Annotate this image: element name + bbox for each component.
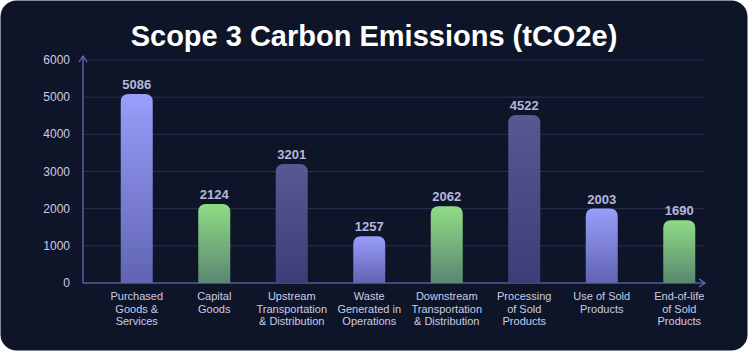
x-tick-label: WasteGenerated inOperations <box>337 290 401 327</box>
grid-line <box>83 97 705 98</box>
data-label: 2062 <box>432 189 461 204</box>
grid-line <box>83 134 705 135</box>
x-tick-label-line: Upstream <box>268 290 316 302</box>
y-axis <box>82 56 83 283</box>
data-label: 3201 <box>277 147 306 162</box>
data-label: 2124 <box>200 187 230 202</box>
bar <box>353 236 385 283</box>
x-tick-label-line: Transportation <box>411 303 482 315</box>
x-tick-label-line: of Sold <box>507 303 541 315</box>
bar <box>121 94 153 283</box>
y-tick-label: 1000 <box>43 239 70 253</box>
x-tick-label-line: Use of Sold <box>573 290 630 302</box>
grid-line <box>83 60 705 61</box>
background <box>1 1 748 351</box>
x-tick-label-line: End-of-life <box>654 290 704 302</box>
x-tick-label-line: & Distribution <box>414 315 479 327</box>
bar <box>663 220 695 283</box>
x-tick-label: DownstreamTransportation& Distribution <box>411 290 482 327</box>
bar <box>276 164 308 283</box>
bar <box>198 204 230 283</box>
y-axis-arrow <box>79 56 87 62</box>
x-tick-label-line: Products <box>658 315 702 327</box>
x-tick-label-line: Capital <box>197 290 231 302</box>
x-tick-label: Use of SoldProducts <box>573 290 630 315</box>
x-tick-label-line: Services <box>116 315 159 327</box>
x-tick-label: CapitalGoods <box>197 290 231 315</box>
y-tick-label: 0 <box>63 276 70 290</box>
x-tick-label-line: Goods <box>198 303 231 315</box>
x-axis-arrow <box>699 279 705 287</box>
x-tick-label-line: & Distribution <box>259 315 324 327</box>
data-label: 1257 <box>355 219 384 234</box>
x-tick-label: PurchasedGoods &Services <box>110 290 163 327</box>
x-tick-label-line: Goods & <box>115 303 158 315</box>
x-tick-label-line: Products <box>503 315 547 327</box>
grid <box>83 60 705 283</box>
x-tick-label-line: Downstream <box>416 290 478 302</box>
x-tick-labels: PurchasedGoods &Services CapitalGoods Upst… <box>110 290 704 327</box>
bar <box>508 115 540 283</box>
data-label: 4522 <box>510 98 539 113</box>
y-tick-label: 2000 <box>43 202 70 216</box>
grid-line <box>83 171 705 172</box>
x-tick-label: UpstreamTransportation& Distribution <box>256 290 327 327</box>
x-tick-label-line: of Sold <box>662 303 696 315</box>
y-tick-label: 5000 <box>43 90 70 104</box>
x-tick-label-line: Processing <box>497 290 551 302</box>
data-label: 5086 <box>122 77 151 92</box>
data-label: 1690 <box>665 203 694 218</box>
bar <box>431 206 463 283</box>
chart: Scope 3 Carbon Emissions (tCO2e) 0 1000 200… <box>0 0 748 351</box>
x-tick-label-line: Waste <box>354 290 385 302</box>
y-tick-label: 3000 <box>43 165 70 179</box>
bar <box>586 209 618 283</box>
title: Scope 3 Carbon Emissions (tCO2e) <box>131 20 618 52</box>
x-tick-label-line: Generated in <box>337 303 401 315</box>
x-tick-label-line: Operations <box>342 315 396 327</box>
x-tick-label-line: Purchased <box>110 290 163 302</box>
x-tick-label-line: Products <box>580 303 624 315</box>
bars <box>121 94 696 283</box>
y-tick-label: 4000 <box>43 127 70 141</box>
x-tick-label-line: Transportation <box>256 303 327 315</box>
y-tick-label: 6000 <box>43 53 70 67</box>
data-label: 2003 <box>587 192 616 207</box>
x-tick-label: Processingof SoldProducts <box>497 290 551 327</box>
x-tick-label: End-of-lifeof SoldProducts <box>654 290 704 327</box>
